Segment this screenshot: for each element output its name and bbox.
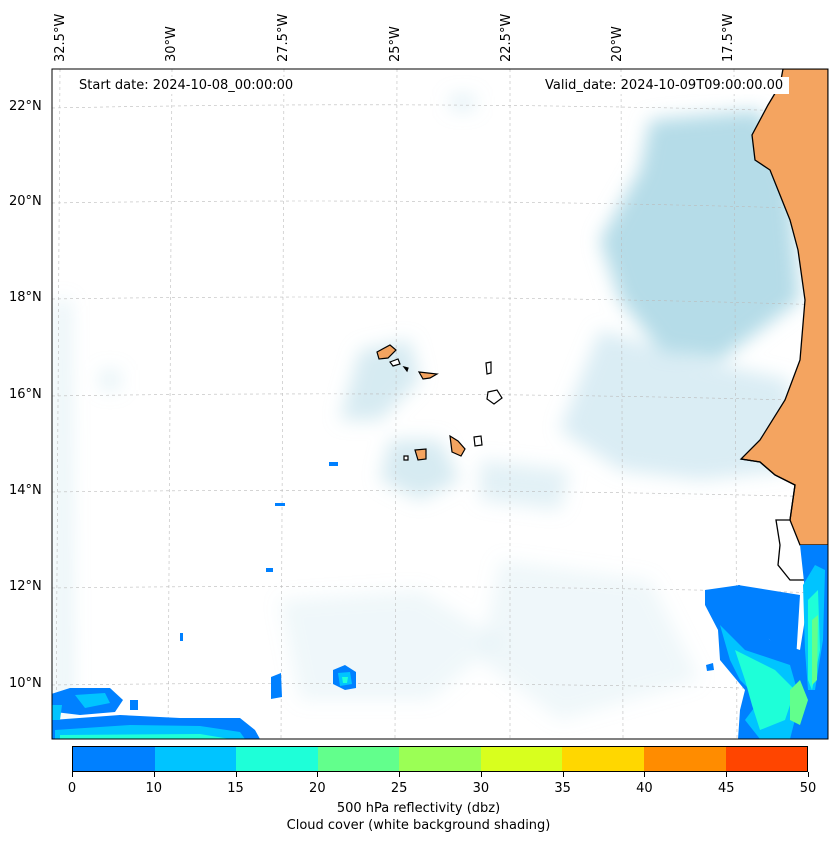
colorbar-tick-label: 35: [554, 781, 571, 796]
colorbar-tick-label: 40: [636, 781, 653, 796]
colorbar-tick-label: 15: [227, 781, 244, 796]
lat-label: 14°N: [9, 483, 42, 498]
colorbar-label: 500 hPa reflectivity (dbz): [336, 801, 501, 816]
colorbar-tick: [644, 772, 646, 777]
colorbar-tick: [317, 772, 319, 777]
colorbar-segment: [643, 747, 726, 771]
lon-label: 22.5°W: [499, 13, 514, 62]
colorbar-segment: [236, 747, 318, 771]
colorbar-tick-label: 10: [145, 781, 163, 796]
colorbar-sublabel: Cloud cover (white background shading): [286, 818, 551, 833]
lat-label: 20°N: [9, 194, 42, 209]
lon-label: 30°W: [164, 26, 179, 62]
colorbar-tick-label: 20: [309, 781, 326, 796]
lon-label: 20°W: [610, 26, 625, 62]
reflectivity-cells: [52, 462, 828, 739]
colorbar-tick: [480, 772, 482, 777]
start-date-label: Start date: 2024-10-08_00:00:00: [73, 77, 300, 94]
lon-label: 32.5°W: [53, 13, 68, 62]
colorbar-tick-label: 50: [799, 781, 817, 796]
colorbar-tick: [235, 772, 237, 777]
colorbar-segment: [73, 747, 155, 771]
lat-label: 18°N: [9, 290, 42, 305]
lat-label: 10°N: [9, 676, 42, 691]
colorbar-tick: [72, 772, 73, 777]
colorbar-segment: [317, 747, 400, 771]
colorbar-tick: [726, 772, 728, 777]
colorbar-segment: [480, 747, 563, 771]
lon-label: 17.5°W: [721, 13, 736, 62]
colorbar-tick-label: 45: [717, 781, 735, 796]
colorbar-tick-label: 25: [390, 781, 408, 796]
africa-land: [739, 69, 828, 546]
colorbar-tick: [153, 772, 155, 777]
colorbar-tick: [399, 772, 401, 777]
colorbar-tick: [808, 772, 809, 777]
lat-label: 12°N: [9, 579, 42, 594]
lon-label: 25°W: [388, 26, 403, 62]
colorbar-tick: [562, 772, 564, 777]
colorbar-segment: [725, 747, 808, 771]
lat-label: 16°N: [9, 387, 42, 402]
valid-date-label: Valid_date: 2024-10-09T09:00:00.00: [539, 77, 790, 94]
colorbar-tick-label: 0: [67, 781, 77, 796]
colorbar-segment: [562, 747, 644, 771]
cape-verde-islands: [376, 344, 503, 461]
africa-landmass: [739, 69, 828, 581]
lat-label: 22°N: [9, 99, 42, 114]
colorbar: [72, 746, 808, 772]
colorbar-tick-label: 30: [472, 781, 490, 796]
lon-label: 27.5°W: [276, 13, 291, 62]
colorbar-segment: [154, 747, 237, 771]
colorbar-segment: [399, 747, 481, 771]
